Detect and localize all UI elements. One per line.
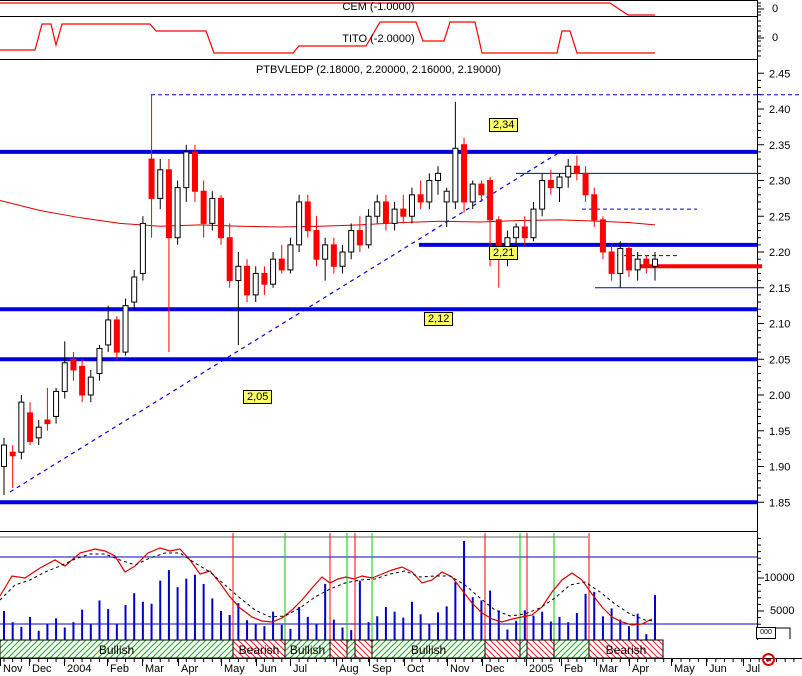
ribbon-zone-bullish xyxy=(519,639,528,659)
month-label: Mar xyxy=(145,663,164,675)
month-label: May xyxy=(224,663,245,675)
ribbon-zone-bearish xyxy=(484,639,521,659)
price-note-2-21[interactable]: 2,21 xyxy=(489,246,519,260)
chart-title: PTBVLEDP (2.18000, 2.20000, 2.16000, 2.1… xyxy=(255,64,502,76)
volume-ma-dashed xyxy=(0,552,656,622)
month-label: Mar xyxy=(599,663,618,675)
uptrend-line xyxy=(9,151,561,493)
month-label: Jun xyxy=(259,663,277,675)
scroll-end-icon[interactable] xyxy=(762,653,775,666)
price-tick-label: 1.85 xyxy=(769,497,790,509)
ribbon-zone-bearish xyxy=(354,639,373,659)
month-label: Aug xyxy=(339,663,359,675)
price-tick-label: 2.35 xyxy=(769,140,790,152)
ribbon-zone-bearish: Bearish xyxy=(232,639,286,659)
ribbon-label: Bullish xyxy=(411,643,446,657)
volume-axis-10000: 10000 xyxy=(764,572,795,584)
price-tick-label: 2.05 xyxy=(769,354,790,366)
price-tick-label: 2.40 xyxy=(769,104,790,116)
month-label: 2005 xyxy=(529,663,553,675)
ribbon-label: Bullish xyxy=(290,643,325,657)
month-label: Dec xyxy=(32,663,52,675)
month-label: Apr xyxy=(632,663,649,675)
ribbon-zone-bullish: Bullish xyxy=(284,639,331,659)
month-label: Feb xyxy=(564,663,583,675)
price-tick-label: 2.45 xyxy=(769,68,790,80)
volume-ma-red xyxy=(0,547,653,626)
price-note-2-12[interactable]: 2,12 xyxy=(424,312,454,326)
price-tick-label: 2.10 xyxy=(769,319,790,331)
ribbon-label: Bullish xyxy=(99,643,134,657)
ribbon-label: Bearish xyxy=(239,643,280,657)
month-label: Oct xyxy=(407,663,424,675)
month-label: May xyxy=(674,663,695,675)
ribbon-zone-bullish xyxy=(346,639,356,659)
month-label: Nov xyxy=(450,663,470,675)
ribbon-zone-bearish xyxy=(329,639,348,659)
scale-bracket xyxy=(775,627,791,639)
price-note-2-05[interactable]: 2,05 xyxy=(243,390,273,404)
price-tick-label: 2.00 xyxy=(769,390,790,402)
ribbon-zone-bullish: Bullish xyxy=(0,639,234,659)
price-tick-label: 2.15 xyxy=(769,283,790,295)
volume-bars xyxy=(3,541,656,640)
month-label: Dec xyxy=(485,663,505,675)
price-tick-label: 2.20 xyxy=(769,247,790,259)
month-label: Jul xyxy=(746,663,760,675)
tito-indicator-label: TITO (-2.0000) xyxy=(342,33,415,45)
price-tick-label: 1.90 xyxy=(769,462,790,474)
price-note-2-34[interactable]: 2,34 xyxy=(489,118,519,132)
month-label: Jun xyxy=(709,663,727,675)
month-label: Sep xyxy=(372,663,392,675)
month-label: 2004 xyxy=(67,663,91,675)
cem-line xyxy=(0,2,655,16)
candles xyxy=(1,94,658,496)
volume-scale-box: 000 xyxy=(756,627,776,639)
ribbon-zone-bearish xyxy=(526,639,555,659)
month-label: Feb xyxy=(110,663,129,675)
month-label: Jul xyxy=(293,663,307,675)
ribbon-label: Bearish xyxy=(606,643,647,657)
ribbon-zone-bearish: Bearish xyxy=(588,639,664,659)
price-tick-label: 1.95 xyxy=(769,426,790,438)
ribbon-zone-bullish: Bullish xyxy=(371,639,486,659)
tito-line xyxy=(0,21,655,54)
month-label: Nov xyxy=(3,663,23,675)
cem-indicator-label: CEM (-1.0000) xyxy=(342,1,415,13)
month-label: Apr xyxy=(181,663,198,675)
price-tick-label: 2.30 xyxy=(769,176,790,188)
price-ma-line xyxy=(0,200,656,228)
volume-axis-5000: 5000 xyxy=(770,605,795,617)
price-tick-label: 2.25 xyxy=(769,211,790,223)
tito-axis-zero: 0 xyxy=(772,32,779,44)
cem-axis-zero: 0 xyxy=(772,3,779,15)
ribbon-zone-bullish xyxy=(553,639,590,659)
